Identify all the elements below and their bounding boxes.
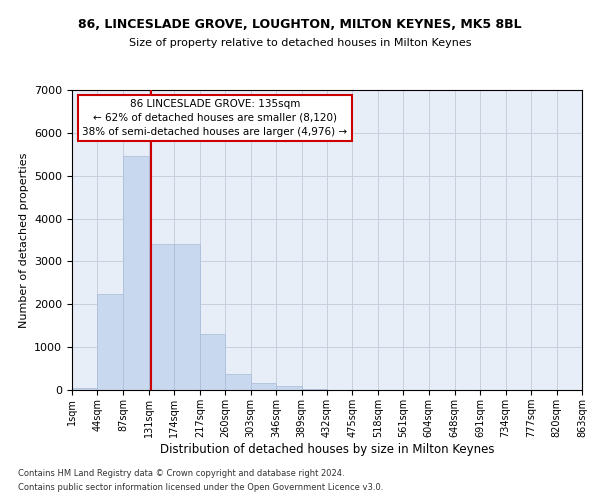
Bar xyxy=(225,374,251,390)
Bar xyxy=(175,244,200,390)
Text: Contains public sector information licensed under the Open Government Licence v3: Contains public sector information licen… xyxy=(18,484,383,492)
Bar xyxy=(97,294,123,390)
Bar xyxy=(123,156,149,390)
Bar xyxy=(251,382,276,390)
Text: 86 LINCESLADE GROVE: 135sqm
← 62% of detached houses are smaller (8,120)
38% of : 86 LINCESLADE GROVE: 135sqm ← 62% of det… xyxy=(82,99,347,137)
Y-axis label: Number of detached properties: Number of detached properties xyxy=(19,152,29,328)
Bar xyxy=(72,388,97,390)
Text: Size of property relative to detached houses in Milton Keynes: Size of property relative to detached ho… xyxy=(129,38,471,48)
Bar xyxy=(302,388,327,390)
Bar xyxy=(200,334,225,390)
Bar xyxy=(149,244,175,390)
X-axis label: Distribution of detached houses by size in Milton Keynes: Distribution of detached houses by size … xyxy=(160,442,494,456)
Bar xyxy=(276,386,302,390)
Text: 86, LINCESLADE GROVE, LOUGHTON, MILTON KEYNES, MK5 8BL: 86, LINCESLADE GROVE, LOUGHTON, MILTON K… xyxy=(78,18,522,30)
Text: Contains HM Land Registry data © Crown copyright and database right 2024.: Contains HM Land Registry data © Crown c… xyxy=(18,468,344,477)
